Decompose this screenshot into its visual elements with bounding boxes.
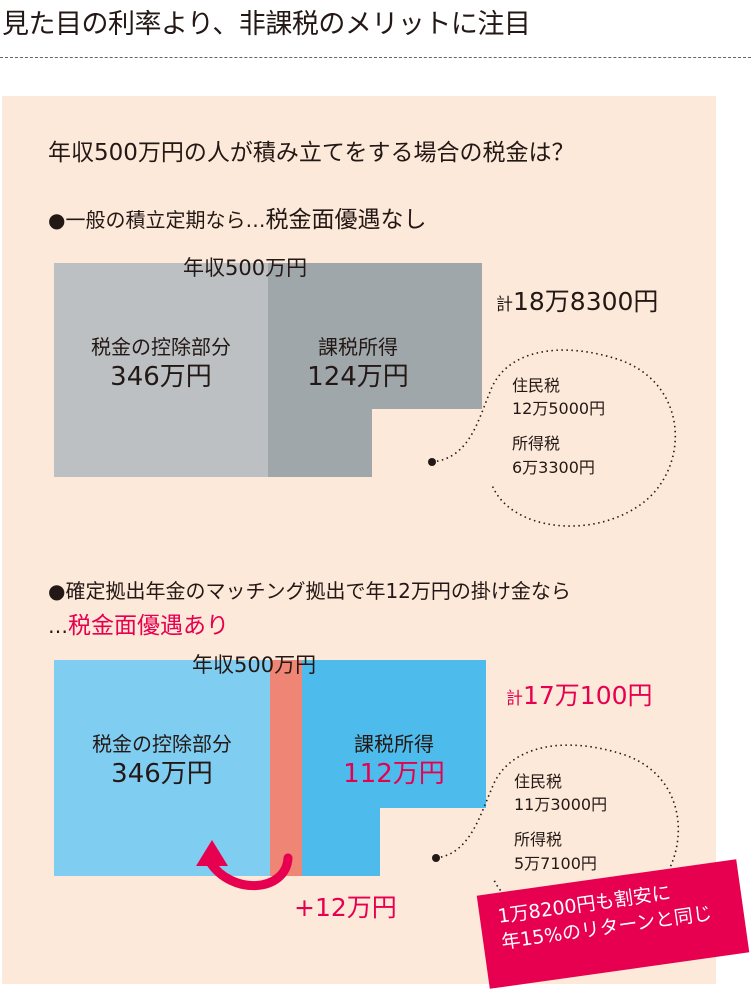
- case2-resident-tax-value: 11万3000円: [514, 795, 608, 815]
- case2-plus-contribution: +12万円: [294, 893, 397, 922]
- case1-deduction-text: 税金の控除部分 346万円: [54, 336, 268, 393]
- question-text: 年収500万円の人が積み立てをする場合の税金は？: [48, 140, 575, 166]
- case2-heading: ●確定拠出年金のマッチング拠出で年12万円の掛け金なら: [48, 579, 571, 603]
- page-heading: 見た目の利率より、非課税のメリットに注目: [2, 9, 531, 40]
- case1-dotted-bubble: [431, 349, 677, 527]
- case1-taxable-label: 課税所得: [318, 335, 398, 359]
- case1-taxable-block: [268, 263, 482, 477]
- case2-resident-tax-label: 住民税: [514, 772, 563, 791]
- case2-tax-breakdown: 住民税 11万3000円 所得税 5万7100円: [514, 770, 607, 875]
- case2-taxable-value: 112万円: [343, 759, 445, 789]
- case1-resident-tax-label: 住民税: [512, 376, 561, 395]
- case1-heading-prefix: ●一般の積立定期なら…: [48, 208, 266, 232]
- case2-total-prefix: 計: [506, 689, 523, 709]
- case1-heading: ●一般の積立定期なら…税金面優遇なし: [48, 200, 426, 234]
- case2-dotted-bubble: [435, 744, 680, 920]
- case2-taxable-text: 課税所得 112万円: [302, 733, 486, 790]
- case2-contribution-block: [270, 660, 302, 876]
- case2-deduction-label: 税金の控除部分: [92, 732, 232, 756]
- case2-income-tax-value: 5万7100円: [514, 853, 597, 873]
- case2-total-value: 17万100円: [523, 681, 653, 710]
- case2-deduction-text: 税金の控除部分 346万円: [54, 733, 270, 790]
- case1-total: 計18万8300円: [496, 282, 658, 318]
- case1-income-tax-label: 所得税: [512, 434, 561, 454]
- case2-taxable-label: 課税所得: [354, 732, 434, 756]
- case2-deduction-value: 346万円: [111, 759, 213, 789]
- case2-heading-prefix: …: [48, 614, 68, 638]
- case2-income-label: 年収500万円: [192, 653, 317, 677]
- case1-deduction-block: [54, 263, 268, 477]
- case2-heading-emphasis: 税金面優遇あり: [68, 613, 229, 639]
- case2-total: 計17万100円: [506, 676, 653, 712]
- case2-income-tax-label: 所得税: [514, 830, 563, 850]
- dashed-divider: [0, 57, 751, 58]
- case2-arrow-head: [196, 840, 228, 866]
- case1-resident-tax-value: 12万5000円: [512, 399, 606, 419]
- case1-tax-breakdown: 住民税 12万5000円 所得税 6万3300円: [512, 374, 605, 479]
- case1-income-tax-value: 6万3300円: [512, 457, 595, 477]
- case1-dot: [428, 458, 436, 466]
- case2-deduction-block: [54, 660, 270, 876]
- case2-dot: [432, 854, 440, 862]
- case1-total-prefix: 計: [496, 295, 513, 315]
- case1-income-label: 年収500万円: [183, 256, 308, 280]
- case1-taxable-value: 124万円: [307, 362, 409, 392]
- case1-deduction-value: 346万円: [110, 362, 212, 392]
- case1-total-value: 18万8300円: [513, 287, 659, 316]
- case1-taxable-text: 課税所得 124万円: [268, 336, 448, 393]
- case2-arrow-curve: [205, 853, 293, 890]
- case2-heading-line2: …税金面優遇あり: [48, 606, 229, 640]
- case1-heading-emphasis: 税金面優遇なし: [265, 207, 427, 233]
- case2-taxable-block: [302, 660, 486, 876]
- case1-deduction-label: 税金の控除部分: [91, 335, 231, 359]
